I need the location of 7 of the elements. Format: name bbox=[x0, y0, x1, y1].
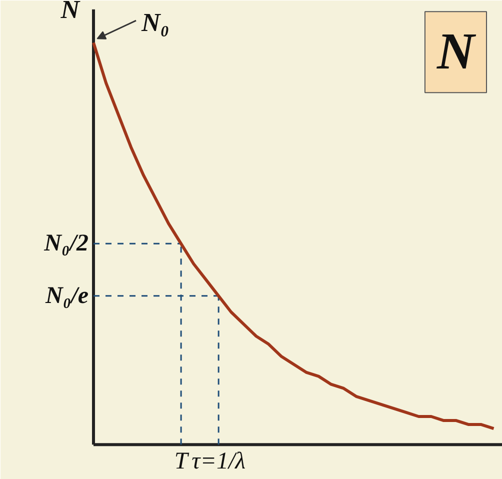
text: N bbox=[60, 0, 81, 24]
x-tick-label: T bbox=[174, 448, 190, 475]
ref-line-label: N₀/e bbox=[44, 282, 89, 309]
text: N₀ bbox=[140, 8, 170, 38]
ref-line-label: N₀/2 bbox=[43, 230, 89, 257]
x-tick-label: τ=1/λ bbox=[192, 448, 246, 475]
y-axis-title: N bbox=[436, 24, 477, 81]
